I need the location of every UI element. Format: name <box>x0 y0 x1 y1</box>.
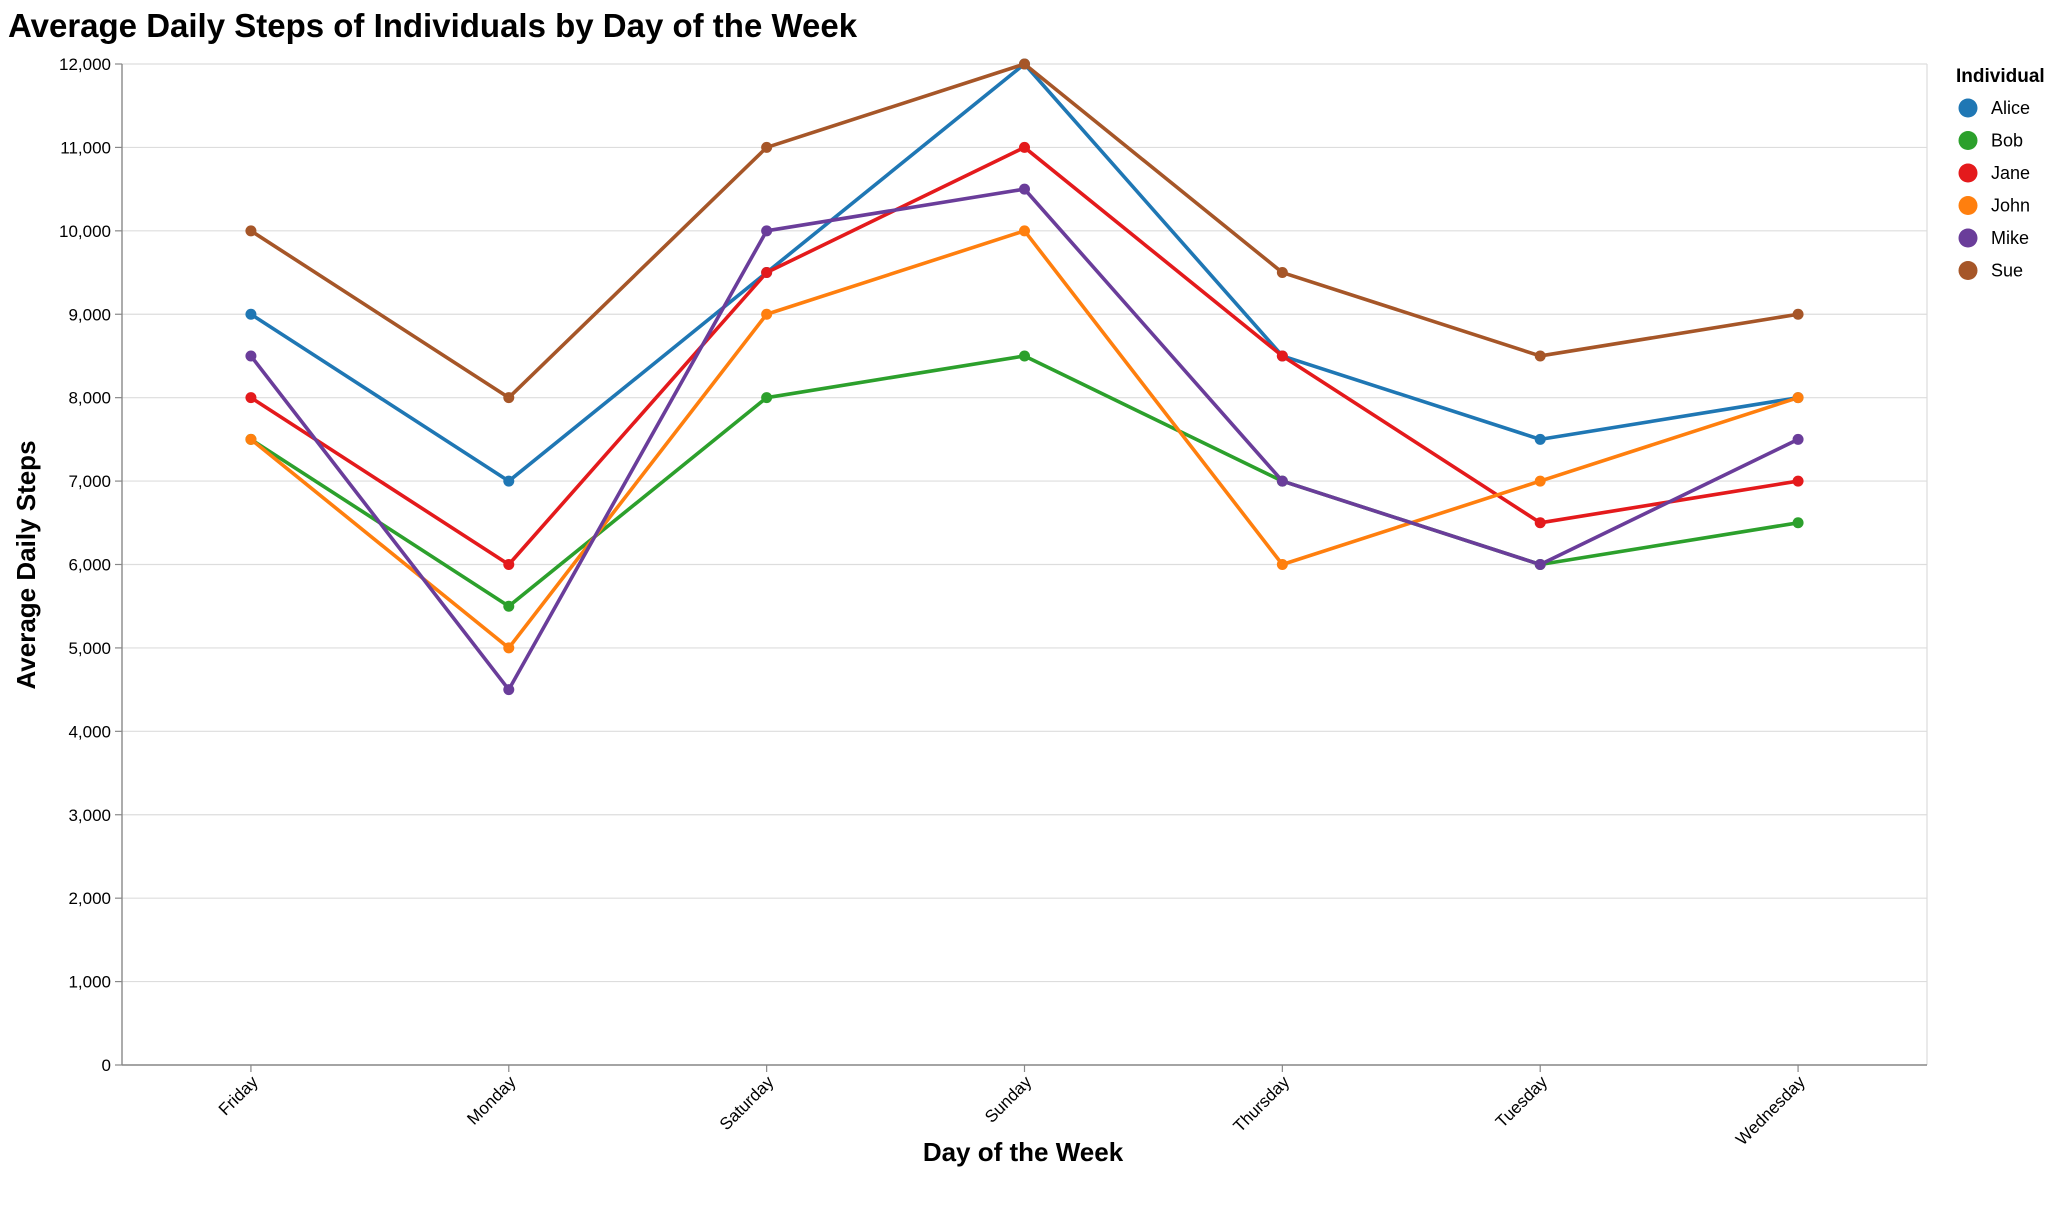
y-tick-label: 4,000 <box>68 722 111 741</box>
data-point-bob <box>1019 350 1030 362</box>
y-tick-label: 10,000 <box>59 222 111 241</box>
chart-title: Average Daily Steps of Individuals by Da… <box>8 7 858 44</box>
legend-swatch-john <box>1958 196 1978 215</box>
y-tick-label: 2,000 <box>68 889 111 908</box>
x-tick-label: Saturday <box>716 1072 778 1134</box>
data-point-bob <box>503 600 515 612</box>
data-point-mike <box>1276 475 1288 487</box>
axes: 0 1,000 2,000 3,000 4,000 5,000 6,000 7,000 8,00… <box>59 55 1927 1149</box>
data-point-alice <box>245 308 257 320</box>
data-point-sue <box>1792 308 1804 320</box>
y-tick-label: 0 <box>102 1056 111 1075</box>
y-tick-label: 3,000 <box>68 806 111 825</box>
y-tick-label: 8,000 <box>68 389 111 408</box>
data-point-jane <box>761 267 773 279</box>
data-point-mike <box>503 684 515 696</box>
legend-label-mike: Mike <box>1991 228 2029 248</box>
legend-label-alice: Alice <box>1991 98 2030 118</box>
data-point-john <box>503 642 515 654</box>
x-tick-label: Friday <box>215 1072 262 1119</box>
x-tick-label: Wednesday <box>1732 1072 1809 1149</box>
data-point-sue <box>1276 267 1288 279</box>
data-point-john <box>1792 392 1804 404</box>
x-axis-title: Day of the Week <box>923 1137 1124 1167</box>
data-point-john <box>1276 559 1288 570</box>
data-point-jane <box>1019 141 1030 153</box>
data-point-john <box>1019 225 1030 237</box>
y-tick-label: 6,000 <box>68 556 111 575</box>
legend-label-john: John <box>1991 196 2030 216</box>
y-tick-label: 1,000 <box>68 973 111 992</box>
data-point-mike <box>1792 433 1804 445</box>
series-line-john <box>249 229 1799 650</box>
legend-label-sue: Sue <box>1991 261 2023 281</box>
data-point-sue <box>1019 58 1030 70</box>
x-tick-label: Sunday <box>981 1072 1036 1127</box>
y-axis-title: Average Daily Steps <box>11 440 41 689</box>
data-point-john <box>761 308 773 320</box>
data-point-jane <box>1276 350 1288 362</box>
data-point-jane <box>245 392 257 404</box>
legend-label-jane: Jane <box>1991 163 2030 183</box>
x-tick-label: Tuesday <box>1492 1072 1551 1131</box>
data-point-mike <box>1019 183 1030 195</box>
data-point-mike <box>245 350 257 362</box>
data-point-alice <box>503 475 515 487</box>
y-tick-label: 11,000 <box>60 138 111 157</box>
legend-swatch-jane <box>1958 163 1978 183</box>
data-point-bob <box>1792 517 1804 529</box>
data-point-john <box>245 433 257 445</box>
data-point-sue <box>1534 350 1546 362</box>
data-point-mike <box>1534 559 1546 570</box>
legend: Individual Alice Bob Jane John Mike Sue <box>1956 66 2045 281</box>
legend-swatch-alice <box>1958 98 1978 118</box>
series-lines <box>249 62 1799 692</box>
data-point-sue <box>245 225 257 237</box>
data-point-jane <box>1534 517 1546 529</box>
data-point-bob <box>761 392 773 404</box>
series-line-mike <box>249 187 1799 692</box>
data-point-sue <box>761 141 773 153</box>
y-tick-label: 9,000 <box>68 305 111 324</box>
data-point-mike <box>761 225 773 237</box>
series-line-alice <box>249 62 1799 483</box>
gridlines <box>122 63 1928 1066</box>
y-tick-label: 5,000 <box>68 639 111 658</box>
legend-swatch-mike <box>1958 228 1978 248</box>
data-point-jane <box>503 559 515 570</box>
x-tick-label: Monday <box>463 1072 520 1129</box>
data-point-sue <box>503 392 515 404</box>
y-tick-label: 12,000 <box>59 55 111 74</box>
legend-swatch-sue <box>1958 261 1978 280</box>
x-tick-label: Thursday <box>1230 1072 1294 1136</box>
legend-swatch-bob <box>1958 131 1978 150</box>
data-point-john <box>1534 475 1546 487</box>
data-point-jane <box>1792 475 1804 487</box>
y-tick-label: 7,000 <box>68 472 111 491</box>
series-points <box>245 58 1804 696</box>
data-point-alice <box>1534 433 1546 445</box>
legend-label-bob: Bob <box>1991 131 2023 151</box>
legend-title: Individual <box>1956 66 2045 87</box>
